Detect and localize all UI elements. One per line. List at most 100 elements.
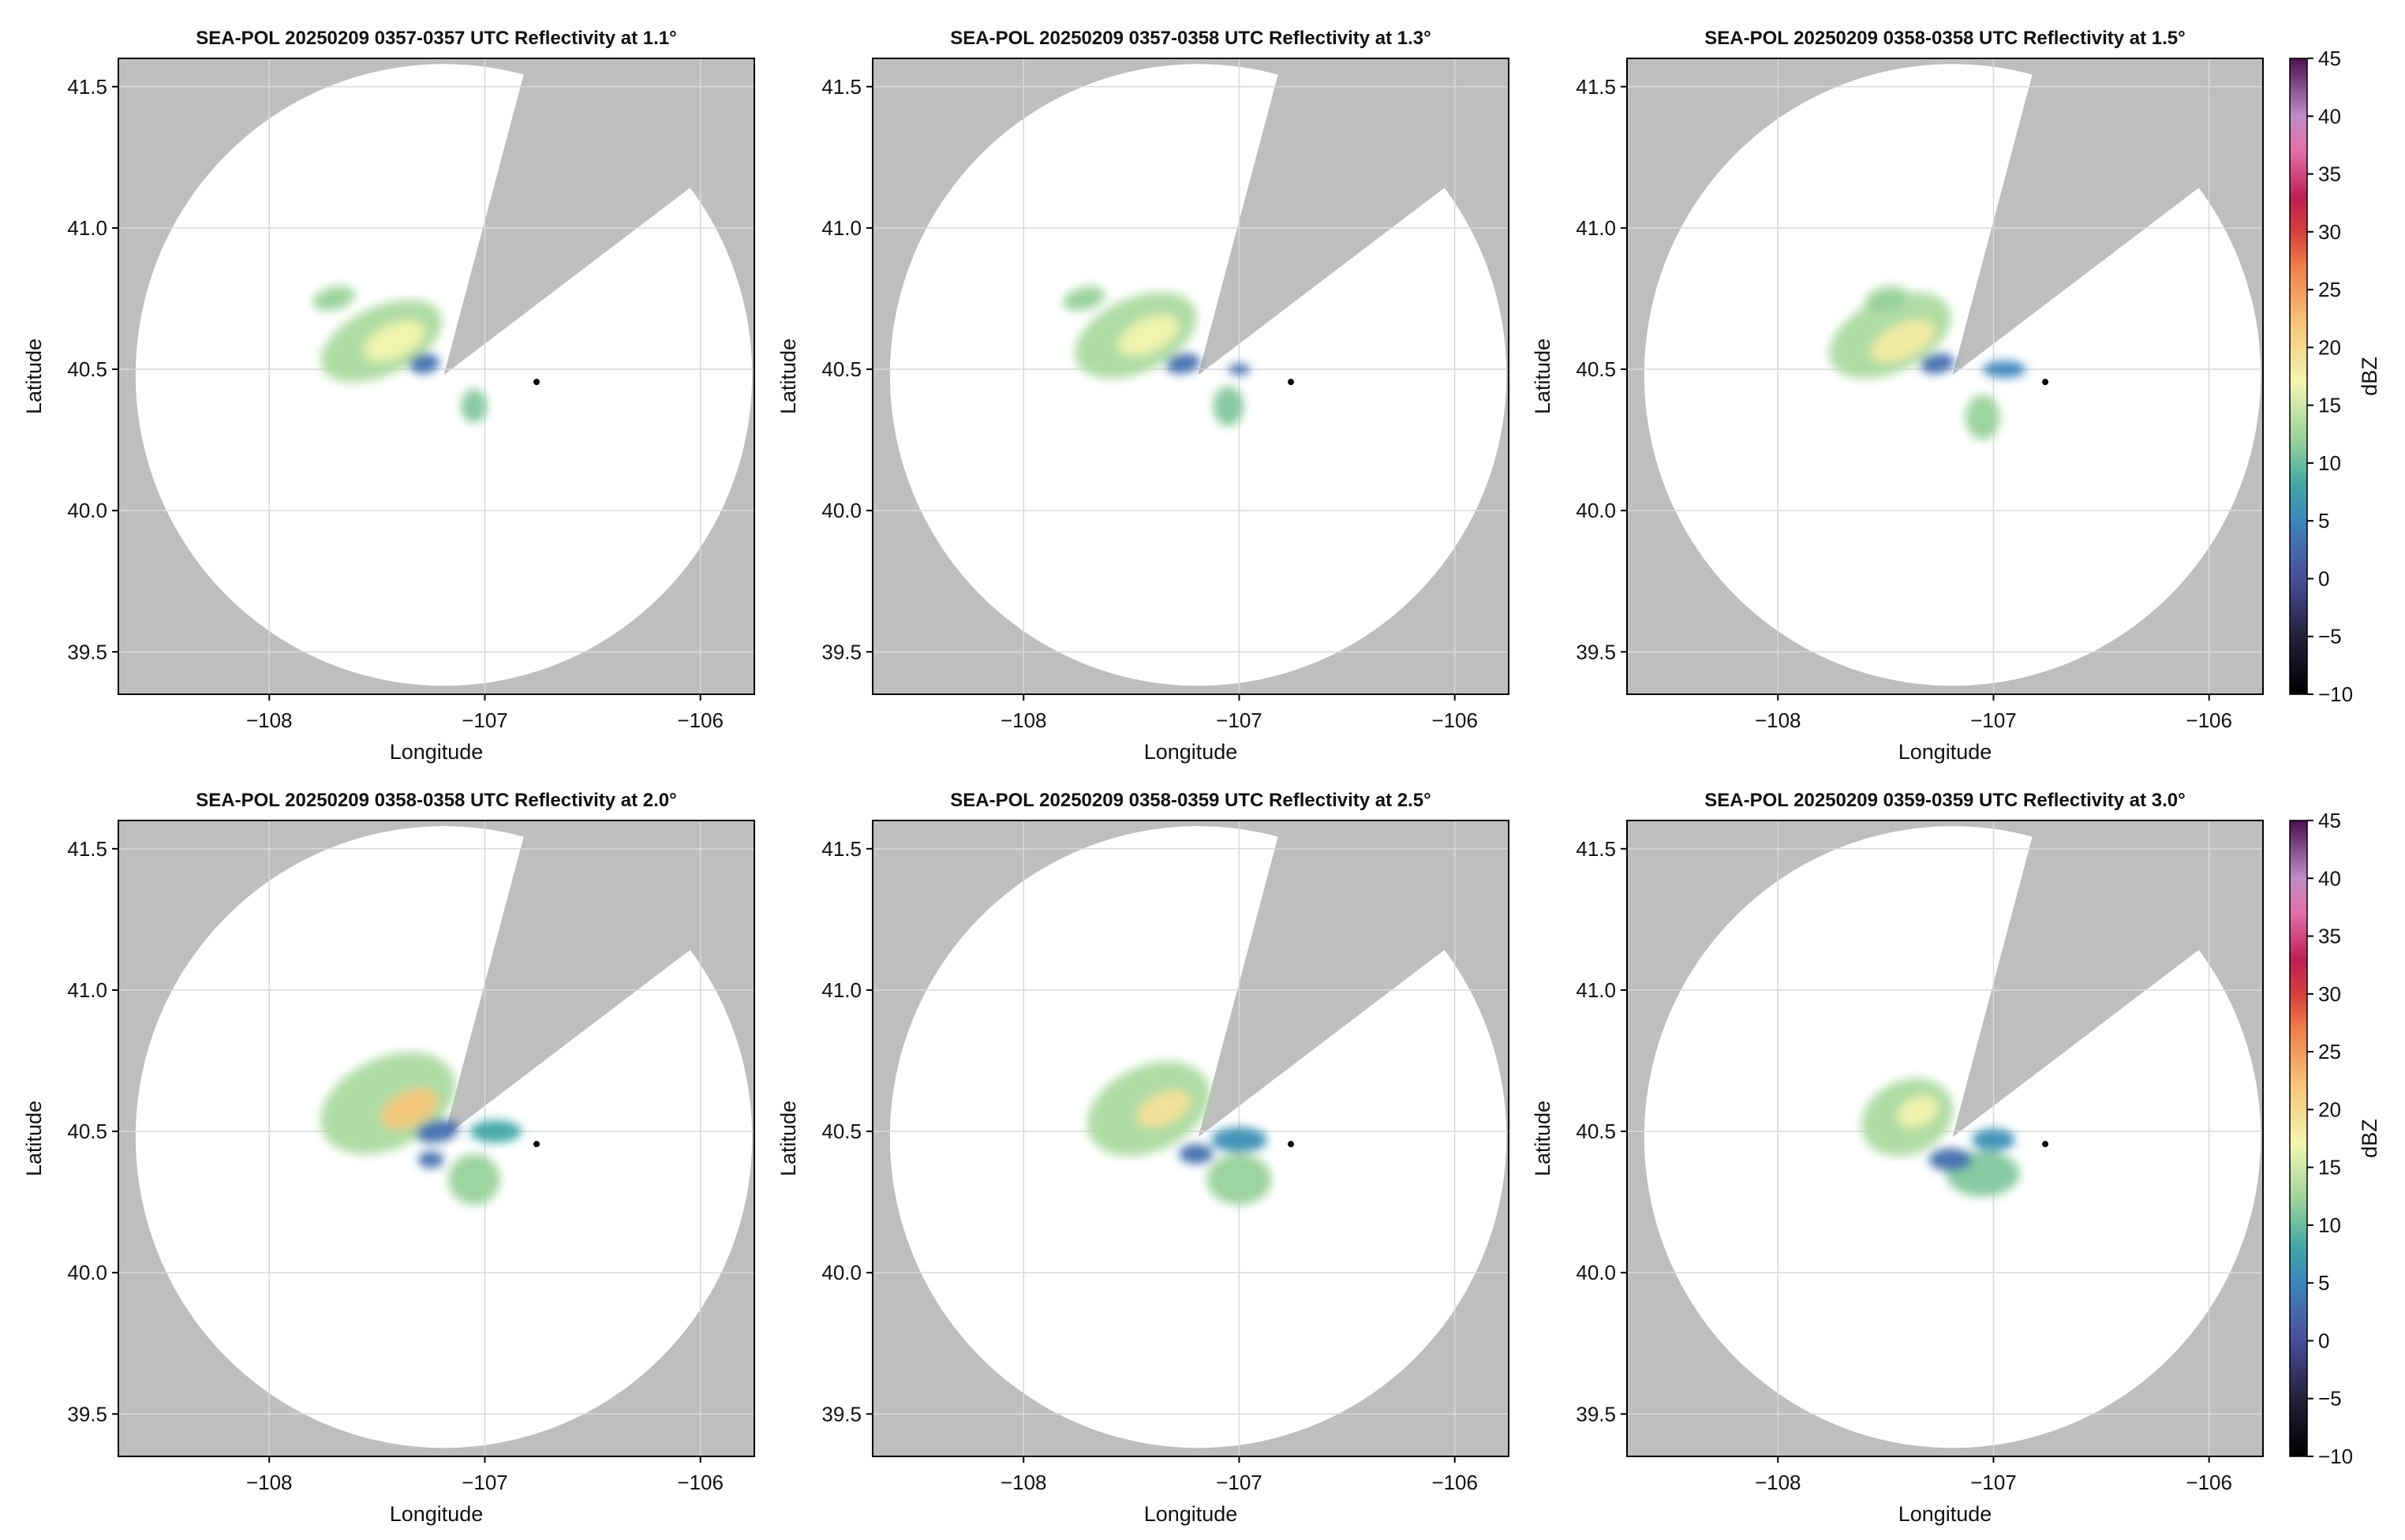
x-axis-label: Longitude [1144,740,1238,764]
colorbar-tick-label: −5 [2318,1387,2342,1411]
echo-cell [1165,353,1201,374]
panel-title: SEA-POL 20250209 0358-0358 UTC Reflectiv… [1704,28,2185,49]
colorbar-tick-label: 15 [2318,394,2341,417]
panel-title: SEA-POL 20250209 0358-0358 UTC Reflectiv… [196,790,676,811]
colorbar: −10 −5 0 5 10 15 20 25 30 35 40 45 dBZ [2289,809,2381,1468]
echo-cell [312,286,355,312]
echo-cell [381,1089,438,1129]
y-tick-label: 39.5 [67,640,107,663]
y-tick-label: 41.0 [67,978,107,1002]
reflectivity-echoes [320,1052,522,1205]
panel-title: SEA-POL 20250209 0357-0358 UTC Reflectiv… [950,28,1431,49]
y-axis-label: Latitude [22,1101,46,1176]
radar-coverage-area [889,64,1507,686]
echo-cell [1920,353,1955,374]
grid [873,58,1509,694]
y-tick-label: 41.5 [821,837,862,861]
colorbar-tick-label: 10 [2318,451,2341,475]
colorbar-tick-label: 30 [2318,220,2341,244]
echo-cell [1871,320,1936,363]
colorbar-tick-label: 0 [2318,566,2329,590]
site-marker [533,1141,540,1148]
y-tick-label: 40.5 [821,1119,862,1143]
x-tick-label: −106 [2186,708,2232,732]
plot-area [1627,58,2263,694]
colorbar-tick-label: 35 [2318,925,2341,948]
y-tick-label: 40.0 [1576,1261,1616,1284]
echo-cell [1897,1096,1939,1127]
reflectivity-echoes [1087,1061,1272,1205]
panel-title: SEA-POL 20250209 0358-0359 UTC Reflectiv… [950,790,1431,811]
radar-coverage-area [135,64,753,686]
radar-panel: SEA-POL 20250209 0359-0359 UTC Reflectiv… [1531,790,2264,1526]
grid [118,58,754,694]
echo-cell [1928,1148,1973,1172]
radar-coverage-area [889,826,1507,1448]
y-tick-label: 40.5 [67,1119,107,1143]
y-axis-label: Latitude [22,338,46,414]
plot-area [873,58,1509,694]
y-tick-label: 39.5 [821,1402,862,1426]
colorbar-tick-label: −10 [2318,682,2353,706]
colorbar-gradient [2289,58,2308,695]
y-tick-label: 41.0 [1576,216,1616,240]
radar-coverage-area [135,826,753,1448]
reflectivity-echoes [312,286,488,424]
site-marker [2042,379,2049,386]
y-tick-label: 41.5 [821,75,862,99]
x-tick-label: −108 [1755,708,1801,732]
echo-cell [1982,361,2026,378]
radar-coverage-area [1644,826,2261,1448]
y-tick-label: 41.5 [1576,75,1616,99]
colorbar-tick-label: 45 [2318,809,2341,832]
reflectivity-echoes [1063,286,1251,426]
colorbar-tick-label: 5 [2318,509,2329,533]
y-tick-label: 41.5 [1576,837,1616,861]
radar-panel: SEA-POL 20250209 0357-0357 UTC Reflectiv… [22,28,755,764]
site-marker [533,379,540,386]
plot-area [1627,820,2263,1456]
y-tick-label: 41.5 [67,837,107,861]
colorbar-tick-label: 25 [2318,1040,2341,1063]
echo-cell [1118,314,1179,357]
echo-cell [1210,1127,1267,1153]
y-tick-label: 41.0 [1576,978,1616,1002]
x-axis-label: Longitude [390,740,484,764]
y-tick-label: 40.0 [1576,499,1616,522]
y-tick-label: 40.0 [821,1261,862,1284]
colorbar-tick-label: 20 [2318,1097,2341,1121]
x-tick-label: −107 [1970,1471,2017,1494]
radar-panel: SEA-POL 20250209 0357-0358 UTC Reflectiv… [776,28,1509,764]
echo-cell [1213,386,1244,426]
plot-area [118,820,754,1456]
colorbar-tick-label: 40 [2318,866,2341,890]
colorbar-tick-label: 5 [2318,1271,2329,1295]
y-tick-label: 40.0 [67,499,107,522]
colorbar-tick-label: 30 [2318,982,2341,1006]
plot-frame [1626,58,2264,695]
plot-frame [872,58,1509,695]
echo-cell [1865,286,1907,312]
echo-cell [469,1119,522,1143]
y-axis-label: Latitude [1531,338,1554,414]
y-tick-label: 39.5 [1576,640,1616,663]
y-tick-label: 40.5 [1576,1119,1616,1143]
x-tick-label: −106 [1431,1471,1478,1494]
echo-cell [1178,1144,1214,1164]
x-tick-label: −108 [246,708,293,732]
x-axis-label: Longitude [390,1502,484,1526]
y-tick-label: 39.5 [821,640,862,663]
x-axis-label: Longitude [1898,740,1992,764]
x-tick-label: −108 [1755,1471,1801,1494]
radar-panel: SEA-POL 20250209 0358-0358 UTC Reflectiv… [1531,28,2264,764]
echo-cell [364,320,425,362]
colorbar-label: dBZ [2358,357,2381,396]
colorbar-tick-label: 10 [2318,1213,2341,1237]
site-marker [1288,1141,1295,1148]
colorbar-tick-label: 45 [2318,47,2341,70]
panel-title: SEA-POL 20250209 0357-0357 UTC Reflectiv… [196,28,676,49]
x-tick-label: −107 [462,1471,508,1494]
plot-frame [118,820,755,1457]
y-tick-label: 40.0 [821,499,862,522]
